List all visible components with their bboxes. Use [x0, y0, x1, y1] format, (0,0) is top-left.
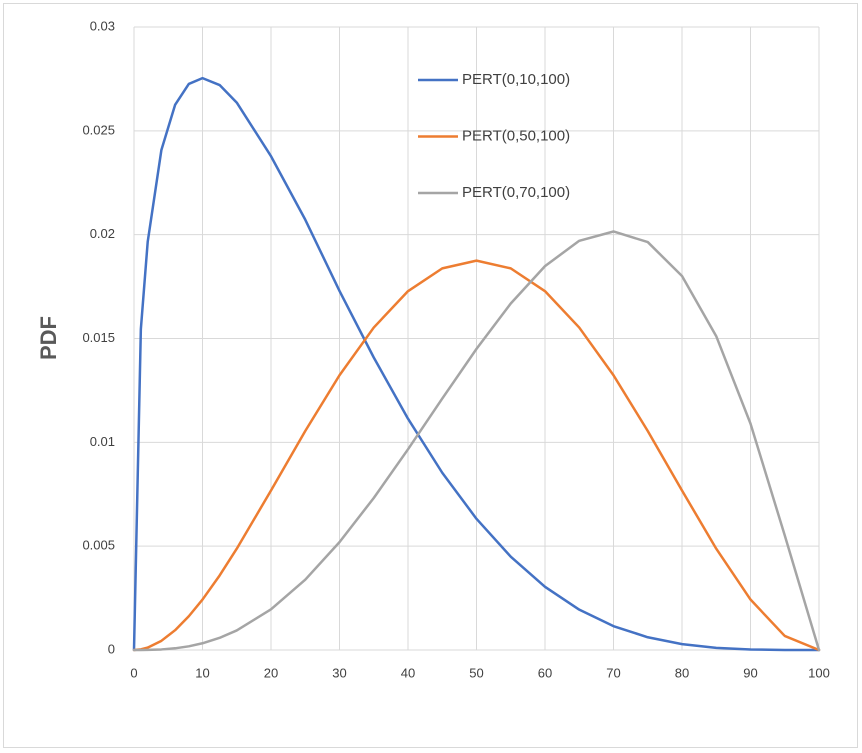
x-tick-label: 10: [195, 665, 209, 680]
y-tick-label: 0.015: [82, 330, 115, 345]
x-tick-label: 40: [401, 665, 415, 680]
x-tick-label: 0: [130, 665, 137, 680]
x-tick-label: 100: [808, 665, 830, 680]
legend-label: PERT(0,10,100): [462, 71, 570, 88]
x-tick-label: 30: [332, 665, 346, 680]
x-tick-label: 60: [538, 665, 552, 680]
x-tick-label: 80: [675, 665, 689, 680]
legend-label: PERT(0,50,100): [462, 127, 570, 144]
y-tick-label: 0.03: [90, 18, 115, 33]
y-axis-label: PDF: [36, 316, 61, 360]
series-line: [132, 76, 821, 652]
series-line: [132, 259, 821, 652]
x-tick-label: 90: [743, 665, 757, 680]
y-tick-label: 0.005: [82, 538, 115, 553]
y-tick-label: 0: [108, 641, 115, 656]
legend-label: PERT(0,70,100): [462, 184, 570, 201]
y-tick-label: 0.01: [90, 434, 115, 449]
x-tick-label: 50: [469, 665, 483, 680]
x-tick-label: 70: [606, 665, 620, 680]
series-line: [132, 230, 821, 652]
chart-border: [3, 3, 858, 748]
x-tick-label: 20: [264, 665, 278, 680]
y-tick-label: 0.02: [90, 226, 115, 241]
y-tick-label: 0.025: [82, 122, 115, 137]
